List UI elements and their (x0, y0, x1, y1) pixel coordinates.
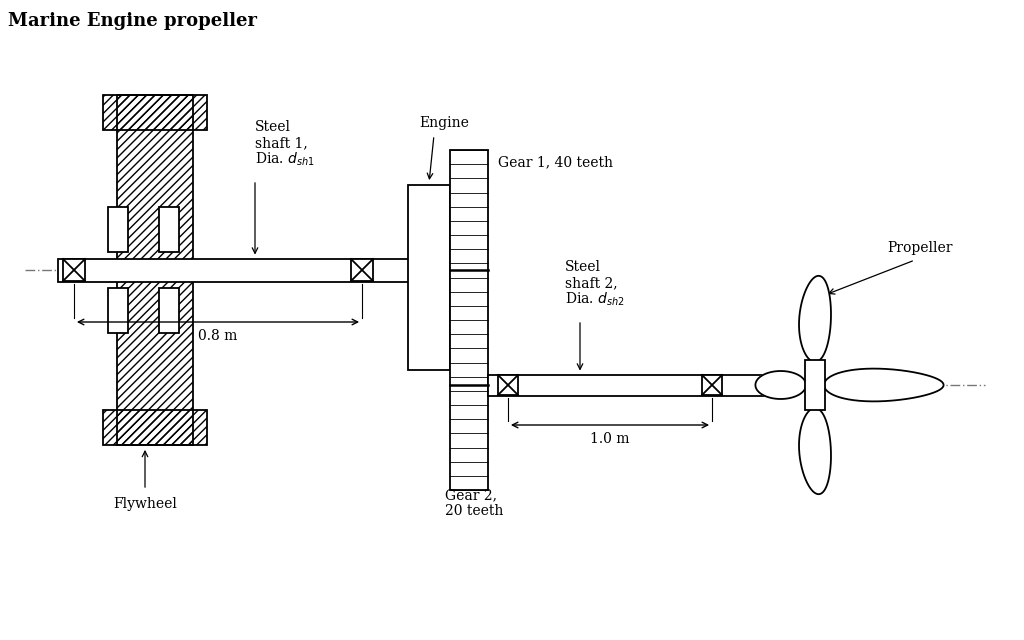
Bar (103, 95, 207, 130)
Text: Engine: Engine (419, 116, 469, 130)
Text: Dia. $d_{sh1}$: Dia. $d_{sh1}$ (255, 151, 315, 168)
Bar (108, 207, 128, 252)
Bar (351, 259, 373, 281)
Bar (450, 150, 488, 490)
Bar (103, 410, 207, 445)
Polygon shape (824, 369, 943, 401)
Bar (159, 288, 179, 333)
Bar (702, 375, 722, 395)
Bar (805, 360, 825, 410)
Bar (488, 374, 795, 396)
Text: 1.0 m: 1.0 m (590, 432, 630, 446)
Text: Propeller: Propeller (887, 241, 952, 255)
Text: Steel
shaft 1,: Steel shaft 1, (255, 120, 308, 150)
Bar (117, 95, 193, 445)
Text: Steel
shaft 2,: Steel shaft 2, (565, 260, 617, 290)
Text: Dia. $d_{sh2}$: Dia. $d_{sh2}$ (565, 291, 625, 308)
Bar (103, 410, 207, 445)
Polygon shape (799, 408, 831, 494)
Bar (58, 259, 435, 282)
Bar (159, 207, 179, 252)
Polygon shape (756, 371, 806, 399)
Bar (63, 259, 85, 281)
Text: Gear 2,
20 teeth: Gear 2, 20 teeth (445, 488, 504, 518)
Text: Gear 1, 40 teeth: Gear 1, 40 teeth (498, 155, 613, 169)
Text: Marine Engine propeller: Marine Engine propeller (8, 12, 257, 30)
Bar (117, 95, 193, 445)
Text: Flywheel: Flywheel (113, 497, 177, 511)
Bar (103, 95, 207, 130)
Text: 0.8 m: 0.8 m (199, 329, 238, 343)
Polygon shape (799, 276, 831, 362)
Bar (108, 288, 128, 333)
Bar (408, 185, 450, 370)
Bar (498, 375, 518, 395)
